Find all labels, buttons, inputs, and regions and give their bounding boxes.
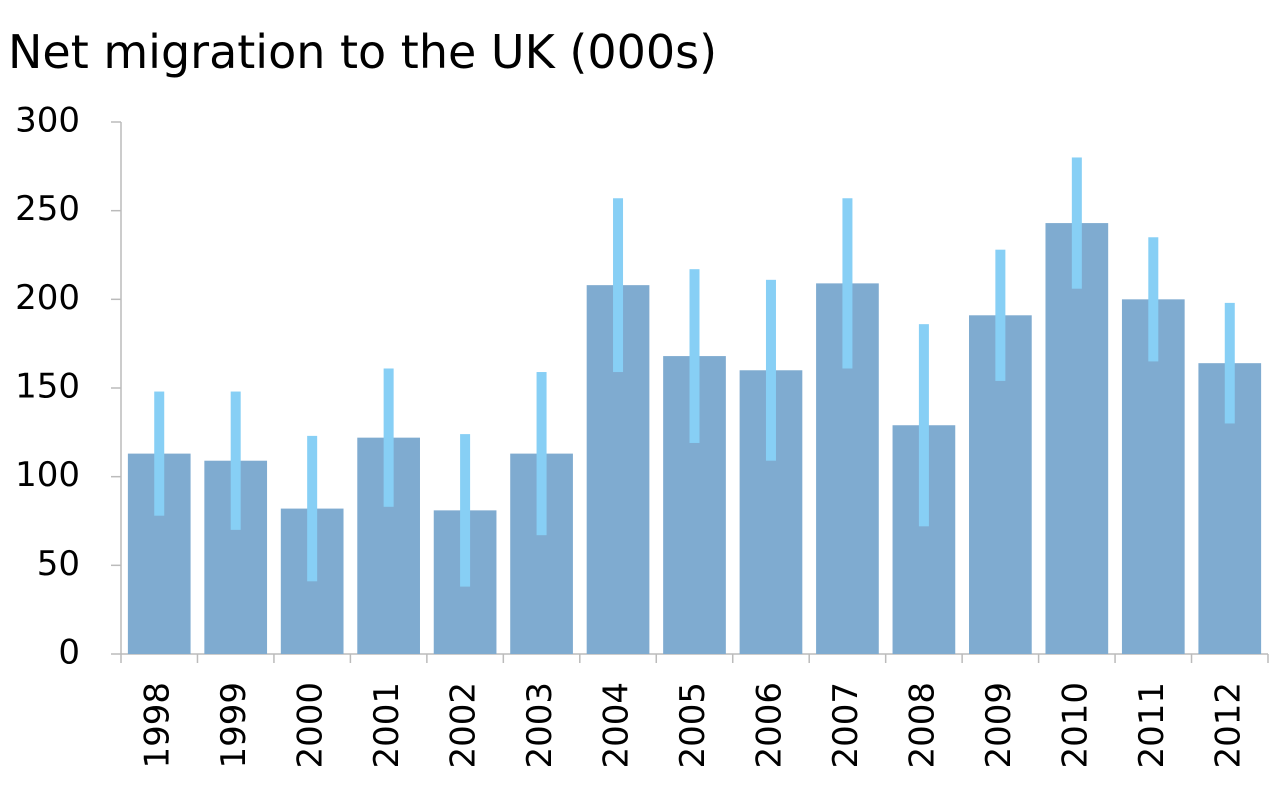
x-tick-label: 2012 xyxy=(1208,682,1248,769)
x-tick-label: 2007 xyxy=(826,682,866,769)
error-bar xyxy=(230,391,241,530)
error-bar xyxy=(1148,237,1159,362)
error-bar xyxy=(995,249,1006,381)
x-tick-label: 2006 xyxy=(749,682,789,769)
error-bar xyxy=(536,372,547,536)
x-tick-label: 2009 xyxy=(979,682,1019,769)
error-bar xyxy=(918,324,929,527)
x-tick-label: 2004 xyxy=(597,682,637,769)
y-tick-label: 0 xyxy=(58,633,80,673)
y-tick-label: 150 xyxy=(15,367,80,407)
bar xyxy=(1045,223,1109,654)
y-tick-label: 50 xyxy=(37,544,80,584)
x-tick-label: 2011 xyxy=(1132,682,1172,769)
x-tick-label: 2003 xyxy=(520,682,560,769)
x-tick-label: 2010 xyxy=(1055,682,1095,769)
y-tick-label: 300 xyxy=(15,101,80,141)
error-bar xyxy=(1224,302,1235,424)
error-bar xyxy=(307,435,318,582)
error-bar xyxy=(383,368,394,507)
x-tick-label: 2001 xyxy=(367,682,407,769)
x-tick-label: 2002 xyxy=(444,682,484,769)
chart-title: Net migration to the UK (000s) xyxy=(8,25,717,79)
error-bar xyxy=(842,198,853,369)
y-tick-label: 250 xyxy=(15,189,80,229)
error-bar xyxy=(765,279,776,461)
x-tick-label: 1999 xyxy=(214,682,254,769)
x-tick-label: 2008 xyxy=(902,682,942,769)
x-tick-label: 2000 xyxy=(291,682,331,769)
x-tick-label: 2005 xyxy=(673,682,713,769)
error-bar xyxy=(460,434,471,587)
y-tick-label: 200 xyxy=(15,278,80,318)
y-tick-label: 100 xyxy=(15,455,80,495)
x-tick-label: 1998 xyxy=(138,682,178,769)
error-bar xyxy=(154,391,165,516)
error-bar xyxy=(1071,157,1082,289)
error-bar xyxy=(613,198,624,373)
error-bar xyxy=(689,269,700,443)
